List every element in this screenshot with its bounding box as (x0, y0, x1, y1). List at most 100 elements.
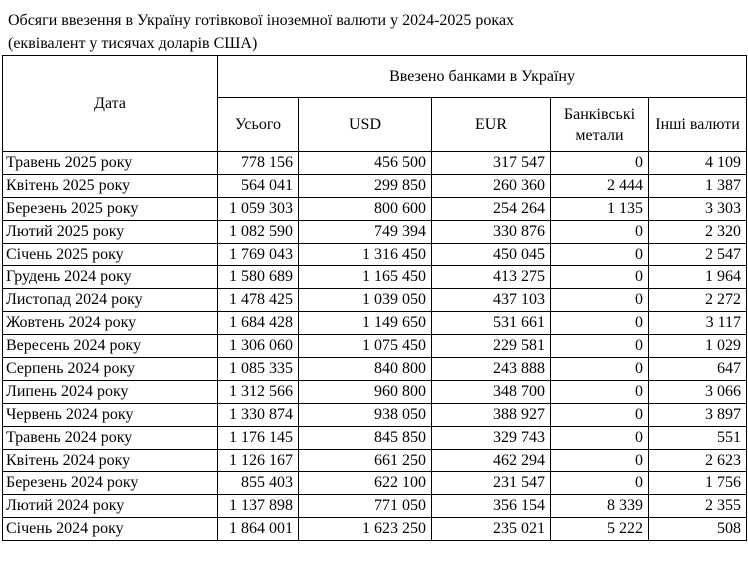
value-cell: 1 864 001 (217, 517, 299, 542)
table-row: Жовтень 2024 року 1 684 428 1 149 650 531 6… (2, 311, 748, 336)
value-cell: 3 117 (647, 311, 748, 336)
value-cell: 0 (550, 242, 649, 267)
date-cell: Лютий 2024 року (2, 494, 218, 519)
value-cell: 622 100 (298, 471, 432, 496)
table-row: Березень 2025 року 1 059 303 800 600 254 26… (2, 196, 748, 221)
value-cell: 1 082 590 (217, 219, 299, 244)
group-header-row: Дата Ввезено банками в Україну (2, 55, 748, 152)
column-header-eur: EUR (431, 97, 551, 152)
value-cell: 1 387 (647, 173, 748, 198)
value-cell: 235 021 (431, 517, 551, 542)
title-line-1: Обсяги ввезення в Україну готівкової іно… (8, 12, 515, 29)
table-row: Січень 2024 року 1 864 001 1 623 250 235 02… (2, 517, 748, 542)
value-cell: 8 339 (550, 494, 649, 519)
sub-header-row: Усього USD EUR Банківські метали Інші ва… (3, 97, 748, 152)
value-cell: 1 126 167 (217, 448, 299, 473)
value-cell: 4 109 (647, 151, 748, 175)
date-cell: Березень 2025 року (2, 196, 218, 221)
value-cell: 1 478 425 (217, 288, 299, 313)
date-cell: Лютий 2025 року (2, 219, 218, 244)
date-cell: Квітень 2025 року (2, 173, 218, 198)
value-cell: 0 (550, 311, 649, 336)
value-cell: 800 600 (298, 196, 432, 221)
value-cell: 564 041 (217, 173, 299, 198)
value-cell: 1 623 250 (298, 517, 432, 542)
page-title: Обсяги ввезення в Україну готівкової іно… (0, 0, 748, 55)
value-cell: 0 (550, 425, 649, 450)
date-cell: Вересень 2024 року (2, 334, 218, 359)
value-cell: 2 547 (647, 242, 748, 267)
value-cell: 647 (647, 357, 748, 381)
column-header-usd: USD (298, 97, 432, 152)
value-cell: 243 888 (431, 357, 551, 381)
table-row: Травень 2025 року 778 156 456 500 317 547 0 4… (2, 151, 748, 175)
value-cell: 2 355 (647, 494, 748, 519)
date-cell: Травень 2025 року (2, 151, 218, 175)
value-cell: 254 264 (431, 196, 551, 221)
table-row: Травень 2024 року 1 176 145 845 850 329 743… (2, 425, 748, 450)
value-cell: 2 272 (647, 288, 748, 313)
value-cell: 0 (550, 379, 649, 404)
value-cell: 1 769 043 (217, 242, 299, 267)
column-header-other-currencies: Інші валюти (647, 97, 748, 152)
column-header-bank-metals: Банківські метали (550, 97, 649, 152)
value-cell: 2 444 (550, 173, 649, 198)
table-row: Лютий 2024 року 1 137 898 771 050 356 154 8 … (2, 494, 748, 519)
value-cell: 437 103 (431, 288, 551, 313)
value-cell: 450 045 (431, 242, 551, 267)
table-row: Квітень 2024 року 1 126 167 661 250 462 294… (2, 448, 748, 473)
table-row: Лютий 2025 року 1 082 590 749 394 330 876 0 2… (2, 219, 748, 244)
date-cell: Січень 2025 року (2, 242, 218, 267)
value-cell: 348 700 (431, 379, 551, 404)
value-cell: 413 275 (431, 265, 551, 290)
table-body: Травень 2025 року 778 156 456 500 317 547 0 4… (2, 151, 748, 542)
value-cell: 1 580 689 (217, 265, 299, 290)
value-cell: 2 623 (647, 448, 748, 473)
value-cell: 1 165 450 (298, 265, 432, 290)
value-cell: 1 306 060 (217, 334, 299, 359)
value-cell: 0 (550, 151, 649, 175)
table-row: Січень 2025 року 1 769 043 1 316 450 450 04… (2, 242, 748, 267)
value-cell: 1 149 650 (298, 311, 432, 336)
date-cell: Серпень 2024 року (2, 357, 218, 381)
value-cell: 388 927 (431, 402, 551, 427)
value-cell: 231 547 (431, 471, 551, 496)
value-cell: 3 897 (647, 402, 748, 427)
date-cell: Листопад 2024 року (2, 288, 218, 313)
value-cell: 778 156 (217, 151, 299, 175)
value-cell: 845 850 (298, 425, 432, 450)
value-cell: 551 (647, 425, 748, 450)
value-cell: 840 800 (298, 357, 432, 381)
title-line-2: (еквівалент у тисячах доларів США) (8, 35, 258, 52)
table-row: Грудень 2024 року 1 580 689 1 165 450 413 2… (2, 265, 748, 290)
value-cell: 0 (550, 219, 649, 244)
table-row: Квітень 2025 року 564 041 299 850 260 360 2 … (2, 173, 748, 198)
table-row: Червень 2024 року 1 330 874 938 050 388 927… (2, 402, 748, 427)
date-cell: Жовтень 2024 року (2, 311, 218, 336)
value-cell: 229 581 (431, 334, 551, 359)
table-row: Серпень 2024 року 1 085 335 840 800 243 888… (2, 357, 748, 381)
value-cell: 960 800 (298, 379, 432, 404)
value-cell: 508 (647, 517, 748, 542)
value-cell: 1 316 450 (298, 242, 432, 267)
value-cell: 0 (550, 471, 649, 496)
value-cell: 0 (550, 357, 649, 381)
value-cell: 1 029 (647, 334, 748, 359)
value-cell: 749 394 (298, 219, 432, 244)
value-cell: 0 (550, 265, 649, 290)
value-cell: 1 059 303 (217, 196, 299, 221)
date-cell: Червень 2024 року (2, 402, 218, 427)
value-cell: 356 154 (431, 494, 551, 519)
value-cell: 661 250 (298, 448, 432, 473)
date-cell: Липень 2024 року (2, 379, 218, 404)
date-cell: Березень 2024 року (2, 471, 218, 496)
date-cell: Травень 2024 року (2, 425, 218, 450)
value-cell: 329 743 (431, 425, 551, 450)
value-cell: 531 661 (431, 311, 551, 336)
value-cell: 938 050 (298, 402, 432, 427)
value-cell: 260 360 (431, 173, 551, 198)
value-cell: 1 075 450 (298, 334, 432, 359)
table-row: Листопад 2024 року 1 478 425 1 039 050 437 … (2, 288, 748, 313)
value-cell: 1 964 (647, 265, 748, 290)
value-cell: 462 294 (431, 448, 551, 473)
